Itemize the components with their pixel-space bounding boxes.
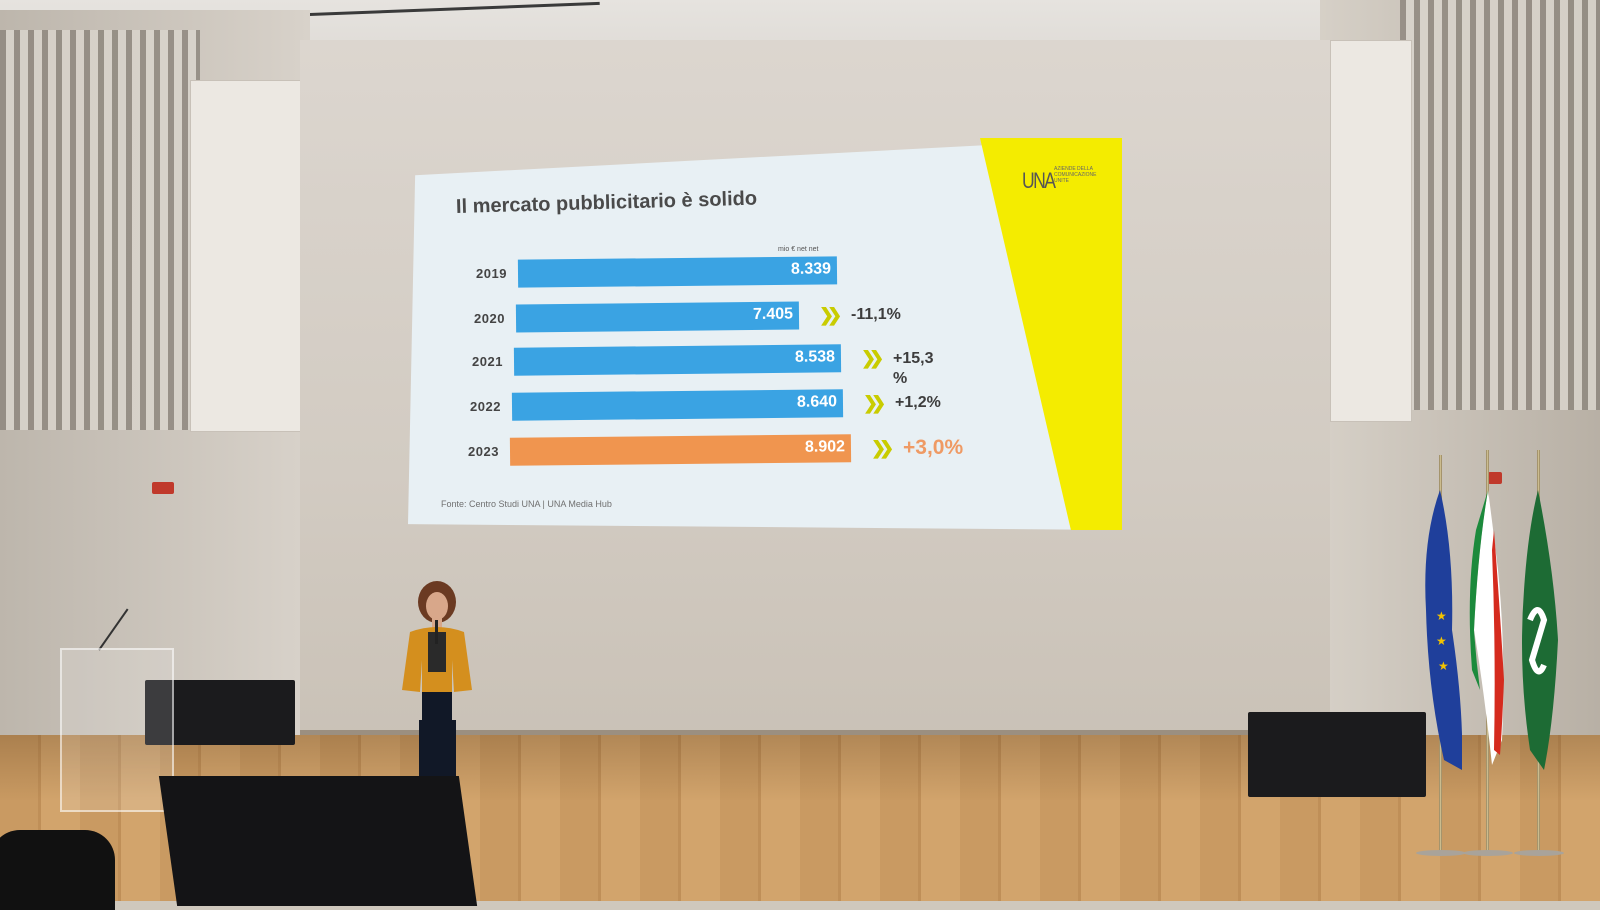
stage-speaker-left <box>145 680 295 745</box>
glass-lectern <box>60 648 174 812</box>
chart-unit-label: mio € net net <box>778 246 819 253</box>
bar-value-label: 8.538 <box>794 348 836 366</box>
double-chevron-right-icon: ❯❯ <box>861 348 884 368</box>
bar: 8.538 <box>513 344 842 376</box>
stage-speaker-right <box>1248 712 1426 797</box>
flag-base <box>1514 850 1564 856</box>
change-label: -11,1% <box>851 306 901 323</box>
change-label: +1,2% <box>895 394 941 411</box>
bar: 7.405 <box>515 301 800 333</box>
double-chevron-right-icon: ❯❯ <box>863 393 886 413</box>
left-wall-panel <box>190 80 302 432</box>
stage-monitor-left <box>0 830 115 910</box>
flag-base <box>1463 850 1513 856</box>
svg-text:★: ★ <box>1436 609 1447 623</box>
year-label: 2019 <box>476 266 507 281</box>
change-label: +3,0% <box>903 436 964 459</box>
eu-flag: ★ ★ ★ <box>1425 490 1462 770</box>
exit-sign-left <box>152 482 174 494</box>
bar: 8.902 <box>509 434 852 466</box>
left-acoustic-slats <box>0 30 200 430</box>
exit-sign-right <box>1488 472 1502 484</box>
svg-text:★: ★ <box>1438 659 1449 673</box>
double-chevron-right-icon: ❯❯ <box>819 305 842 325</box>
bar: 8.640 <box>511 389 844 421</box>
italian-flag <box>1469 490 1504 765</box>
bar: 8.339 <box>517 256 838 288</box>
double-chevron-right-icon: ❯❯ <box>871 438 894 458</box>
year-label: 2022 <box>470 399 501 414</box>
logo-tagline: AZIENDE DELLA COMUNICAZIONE UNITE <box>1054 166 1097 184</box>
year-label: 2021 <box>472 354 503 369</box>
right-wall-panel <box>1330 40 1412 422</box>
flag-base <box>1416 850 1466 856</box>
una-logo: UNA <box>1022 168 1056 193</box>
right-acoustic-slats <box>1400 0 1600 410</box>
slide-source: Fonte: Centro Studi UNA | UNA Media Hub <box>441 499 612 509</box>
stage-monitor-foreground <box>158 776 478 906</box>
bar-value-label: 7.405 <box>752 305 794 324</box>
change-label: +15,3 % <box>893 350 934 387</box>
bar-value-label: 8.902 <box>804 438 846 456</box>
stage-baseboard <box>300 730 1330 738</box>
svg-text:★: ★ <box>1436 634 1447 648</box>
year-label: 2020 <box>474 311 505 326</box>
year-label: 2023 <box>468 444 499 459</box>
bar-value-label: 8.339 <box>790 260 832 278</box>
bar-value-label: 8.640 <box>796 393 838 411</box>
lombardy-flag <box>1522 490 1558 770</box>
